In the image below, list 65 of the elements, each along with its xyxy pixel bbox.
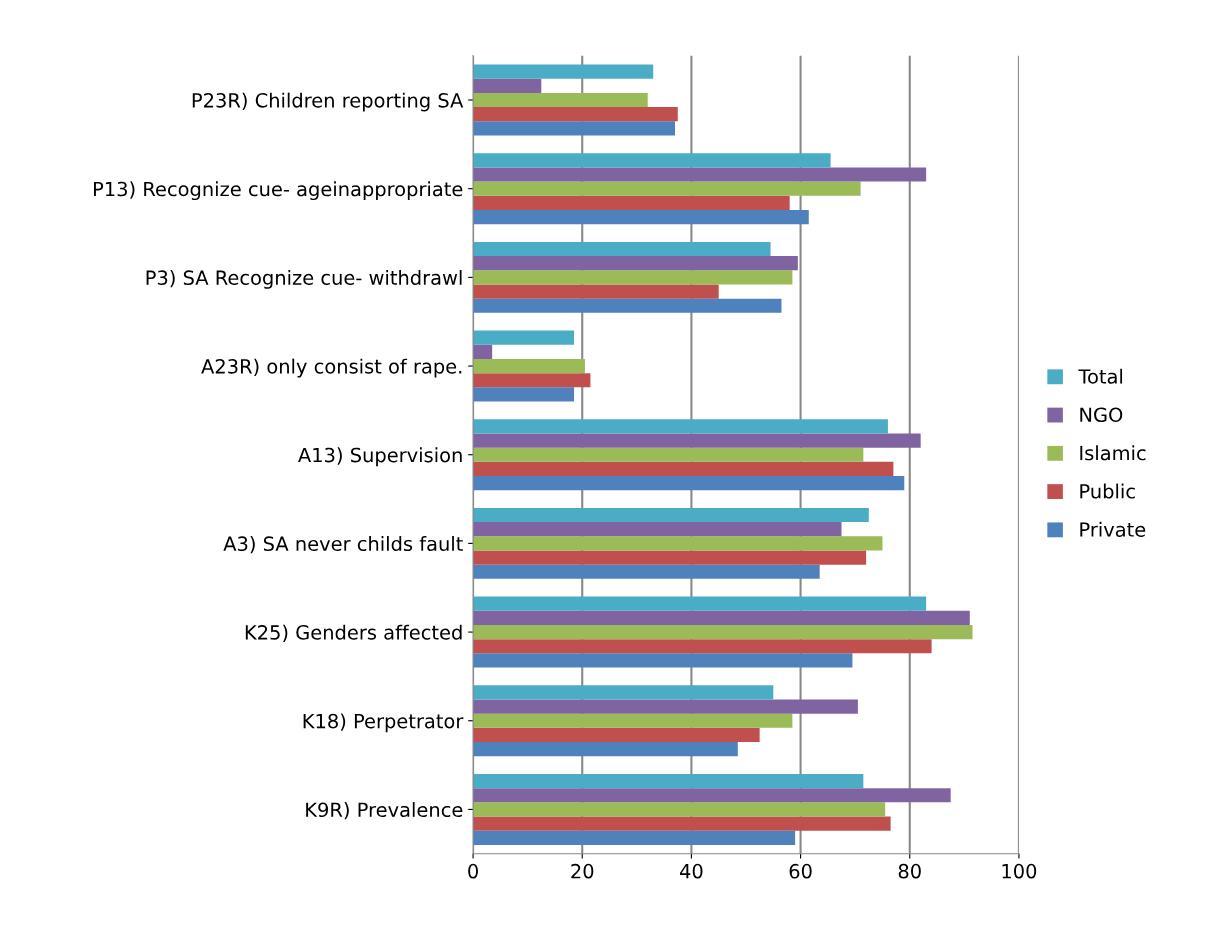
legend-label: Public: [1080, 483, 1135, 499]
bar: [473, 387, 575, 402]
x-tick-label: 20: [571, 863, 594, 879]
bar: [473, 713, 793, 728]
bar: [473, 121, 676, 136]
y-tick-label: K18) Perpetrator: [303, 713, 464, 733]
y-tick-label: P23R) Children reporting SA: [192, 92, 464, 112]
bar: [473, 653, 853, 668]
x-tick-label: 60: [789, 863, 812, 879]
x-tick-label: 0: [468, 863, 478, 879]
bar: [473, 373, 591, 388]
y-tick-label: K25) Genders affected: [245, 624, 462, 643]
bar: [473, 830, 796, 845]
bar: [473, 284, 719, 299]
bar: [473, 344, 493, 359]
bar: [473, 788, 951, 803]
legend-label: Islamic: [1080, 445, 1146, 461]
bar: [473, 476, 905, 491]
bar: [473, 550, 867, 565]
bar: [473, 802, 886, 817]
bar: [473, 256, 798, 271]
bar: [473, 699, 858, 714]
bar: [473, 639, 932, 654]
y-tick-label: A13) Supervision: [298, 447, 462, 467]
bar: [473, 195, 790, 210]
bar: [473, 181, 861, 196]
bar: [473, 107, 678, 122]
bar: [473, 209, 809, 225]
bar: [473, 461, 894, 476]
bar: [473, 447, 864, 462]
y-tick-label: P3) SA Recognize cue- withdrawl: [146, 269, 462, 289]
x-tick-label: 100: [1002, 863, 1037, 879]
bar: [473, 153, 831, 168]
legend-label: Total: [1078, 368, 1123, 384]
legend-label: NGO: [1080, 407, 1123, 423]
bar: [473, 78, 542, 93]
bar: [473, 685, 774, 700]
y-tick-label: P13) Recognize cue- ageinappropriate: [93, 181, 463, 201]
bar: [473, 564, 820, 579]
bar: [473, 167, 927, 182]
bar: [473, 358, 585, 374]
bar: [473, 742, 738, 757]
x-tick-label: 80: [898, 863, 921, 879]
bar: [473, 433, 921, 448]
legend-label: Private: [1080, 521, 1146, 537]
bar: [473, 816, 891, 831]
bar: [473, 522, 842, 537]
bar: [473, 596, 927, 611]
y-tick-label: A23R) only consist of rape.: [201, 358, 462, 378]
bar: [473, 536, 883, 551]
bar: [473, 298, 782, 313]
bar: [473, 773, 864, 789]
bar: [473, 727, 760, 743]
bar: [473, 270, 793, 285]
bar: [473, 624, 973, 640]
bar: [473, 419, 888, 434]
bar: [473, 64, 654, 79]
bar: [473, 330, 575, 345]
y-tick-label: A3) SA never childs fault: [223, 536, 463, 554]
y-tick-label: K9R) Prevalence: [306, 802, 463, 820]
bar: [473, 507, 869, 523]
x-tick-label: 40: [679, 863, 703, 879]
bar: [473, 92, 648, 108]
bar: [473, 241, 771, 257]
bar: [473, 610, 970, 625]
